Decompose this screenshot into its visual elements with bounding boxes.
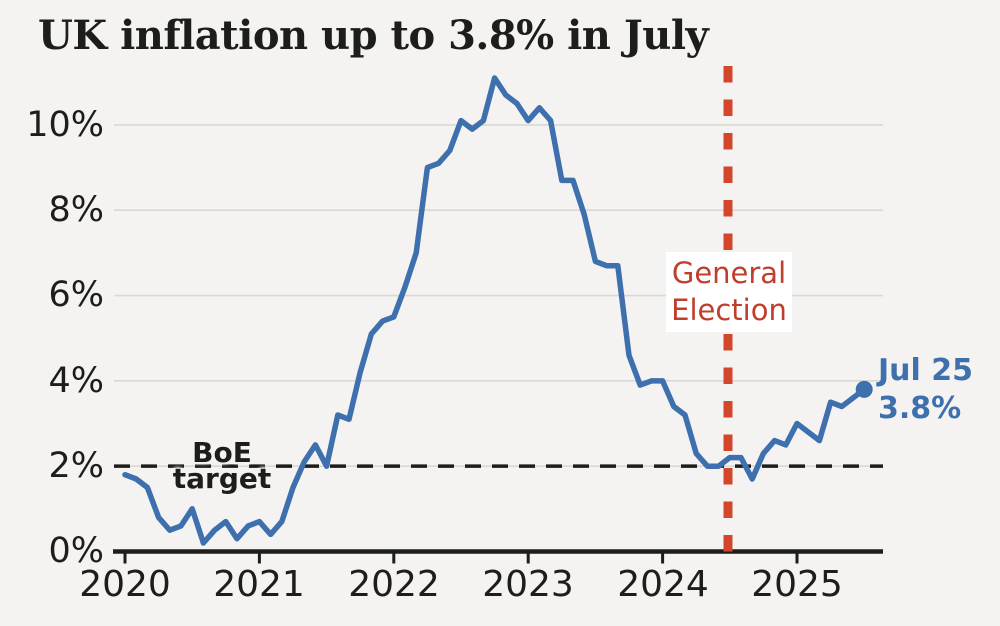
y-tick-label: 10% [26, 105, 104, 145]
y-tick-label: 8% [48, 190, 104, 230]
y-tick-label: 2% [48, 446, 104, 486]
x-tick-label: 2023 [482, 564, 574, 605]
boe-target-line1: BoE [192, 436, 252, 469]
boe-target-line2: target [172, 462, 272, 495]
x-tick-label: 2020 [79, 564, 171, 605]
latest-value-dot [855, 380, 873, 398]
x-tick-label: 2024 [617, 564, 709, 605]
y-tick-label: 4% [48, 361, 104, 401]
general-election-label: General Election [666, 252, 792, 332]
x-tick-label: 2021 [213, 564, 305, 605]
y-tick-label: 0% [48, 531, 104, 571]
latest-value-label: Jul 25 3.8% [878, 352, 973, 428]
general-election-line1: General [671, 256, 787, 290]
x-tick-label: 2022 [348, 564, 440, 605]
x-tick-label: 2025 [751, 564, 843, 605]
y-tick-label: 6% [48, 275, 104, 315]
latest-value-date: Jul 25 [878, 353, 973, 388]
general-election-line2: Election [671, 293, 787, 327]
inflation-series-line [122, 75, 867, 546]
chart-title: UK inflation up to 3.8% in July [38, 12, 709, 59]
boe-target-label: BoE target [172, 436, 272, 495]
latest-value-pct: 3.8% [878, 391, 962, 426]
